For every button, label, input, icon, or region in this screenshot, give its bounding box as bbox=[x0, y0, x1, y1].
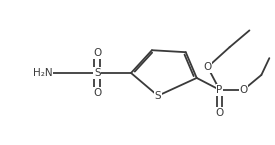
Text: O: O bbox=[204, 62, 212, 72]
Text: H₂N: H₂N bbox=[33, 68, 52, 78]
Text: O: O bbox=[239, 85, 248, 95]
Text: O: O bbox=[215, 108, 224, 118]
Text: O: O bbox=[93, 88, 101, 98]
Text: P: P bbox=[216, 85, 223, 95]
Text: S: S bbox=[94, 68, 101, 78]
Text: S: S bbox=[155, 91, 161, 101]
Text: O: O bbox=[93, 48, 101, 58]
